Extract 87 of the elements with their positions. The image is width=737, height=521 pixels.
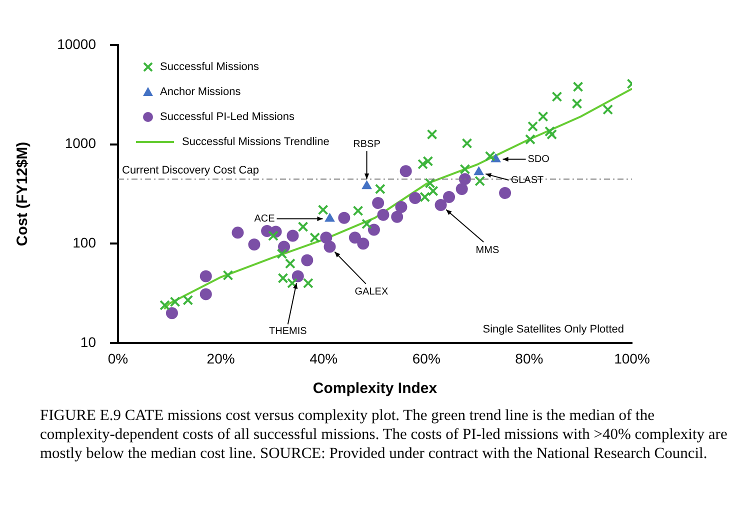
point [572, 98, 582, 109]
point [276, 248, 288, 260]
point [462, 138, 472, 149]
annotation: Single Satellites Only Plotted [482, 324, 624, 336]
annotation: RBSP [353, 138, 381, 150]
point [338, 212, 350, 224]
point [298, 222, 308, 232]
point [302, 278, 314, 288]
point [458, 173, 471, 186]
annotation: THEMIS [269, 326, 308, 337]
annotation: MMS [476, 244, 500, 256]
point [232, 226, 244, 239]
point [200, 270, 212, 282]
point [377, 208, 390, 221]
point [182, 294, 194, 306]
y-tick-label: 100 [72, 234, 96, 251]
point [170, 296, 180, 308]
point [420, 192, 430, 202]
point [368, 224, 380, 236]
x-axis-title: Complexity Index [312, 380, 438, 398]
point [400, 165, 412, 178]
point [538, 111, 548, 122]
point [456, 183, 468, 196]
x-tick-label: 100% [614, 350, 650, 366]
point [318, 204, 328, 216]
point [324, 240, 336, 253]
point [324, 212, 335, 222]
point [426, 129, 438, 140]
point [348, 232, 361, 244]
annotation: ACE [254, 214, 276, 225]
annotation: GALEX [354, 286, 388, 298]
x-tick-label: 40% [310, 350, 338, 366]
point [602, 104, 614, 115]
point [484, 150, 496, 162]
x-tick-label: 20% [206, 350, 235, 366]
point [374, 184, 386, 194]
point [166, 307, 178, 320]
point [499, 186, 512, 199]
ref-line-label: Current Discovery Cost Cap [122, 164, 259, 177]
annotation: GLAST [510, 174, 544, 186]
point [352, 206, 364, 216]
point [268, 230, 278, 242]
point [310, 232, 320, 243]
point [474, 176, 486, 186]
point [460, 164, 470, 174]
point [200, 288, 212, 300]
point [544, 126, 556, 137]
point [278, 272, 288, 284]
point [222, 270, 234, 281]
point [287, 278, 298, 288]
point [434, 199, 447, 212]
point [552, 91, 562, 102]
point [320, 232, 332, 244]
y-tick-label: 10000 [57, 36, 96, 52]
point [572, 82, 584, 92]
point [422, 156, 434, 166]
point [301, 254, 314, 266]
point [160, 300, 170, 310]
legend-label: Successful Missions [160, 61, 260, 74]
x-tick-label: 60% [412, 350, 440, 366]
annotation: SDO [528, 154, 550, 165]
point [362, 218, 372, 230]
legend-label: Successful PI-Led Missions [160, 111, 295, 124]
point [443, 191, 456, 203]
point [286, 230, 299, 242]
legend-label: Successful Missions Trendline [182, 136, 330, 148]
point [391, 210, 404, 223]
point [474, 166, 484, 176]
y-tick-label: 1000 [64, 135, 96, 152]
point [546, 129, 558, 140]
point [395, 200, 408, 213]
point [248, 238, 260, 251]
x-tick-label: 80% [515, 350, 544, 366]
y-tick-label: 10 [80, 334, 96, 350]
point [528, 121, 538, 132]
point [284, 258, 296, 269]
x-tick-label: 0% [108, 350, 128, 366]
point [418, 158, 428, 170]
text: FIGURE E.9 CATE missions cost versus complexity plot. The green trend line is the median of the complexity-dependent costs of all successful missions. The costs of PI-led missions with >40% complexity are mostly below the median cost line. SOURCE: Provided under contract with the National Research Council. [40, 406, 728, 463]
point [372, 196, 384, 209]
point [357, 238, 370, 250]
point [362, 180, 372, 190]
point [524, 134, 536, 145]
legend-label: Anchor Missions [160, 86, 242, 98]
point [292, 270, 304, 282]
y-axis-title: Cost (FY12$M) [14, 142, 32, 246]
point [409, 192, 422, 204]
